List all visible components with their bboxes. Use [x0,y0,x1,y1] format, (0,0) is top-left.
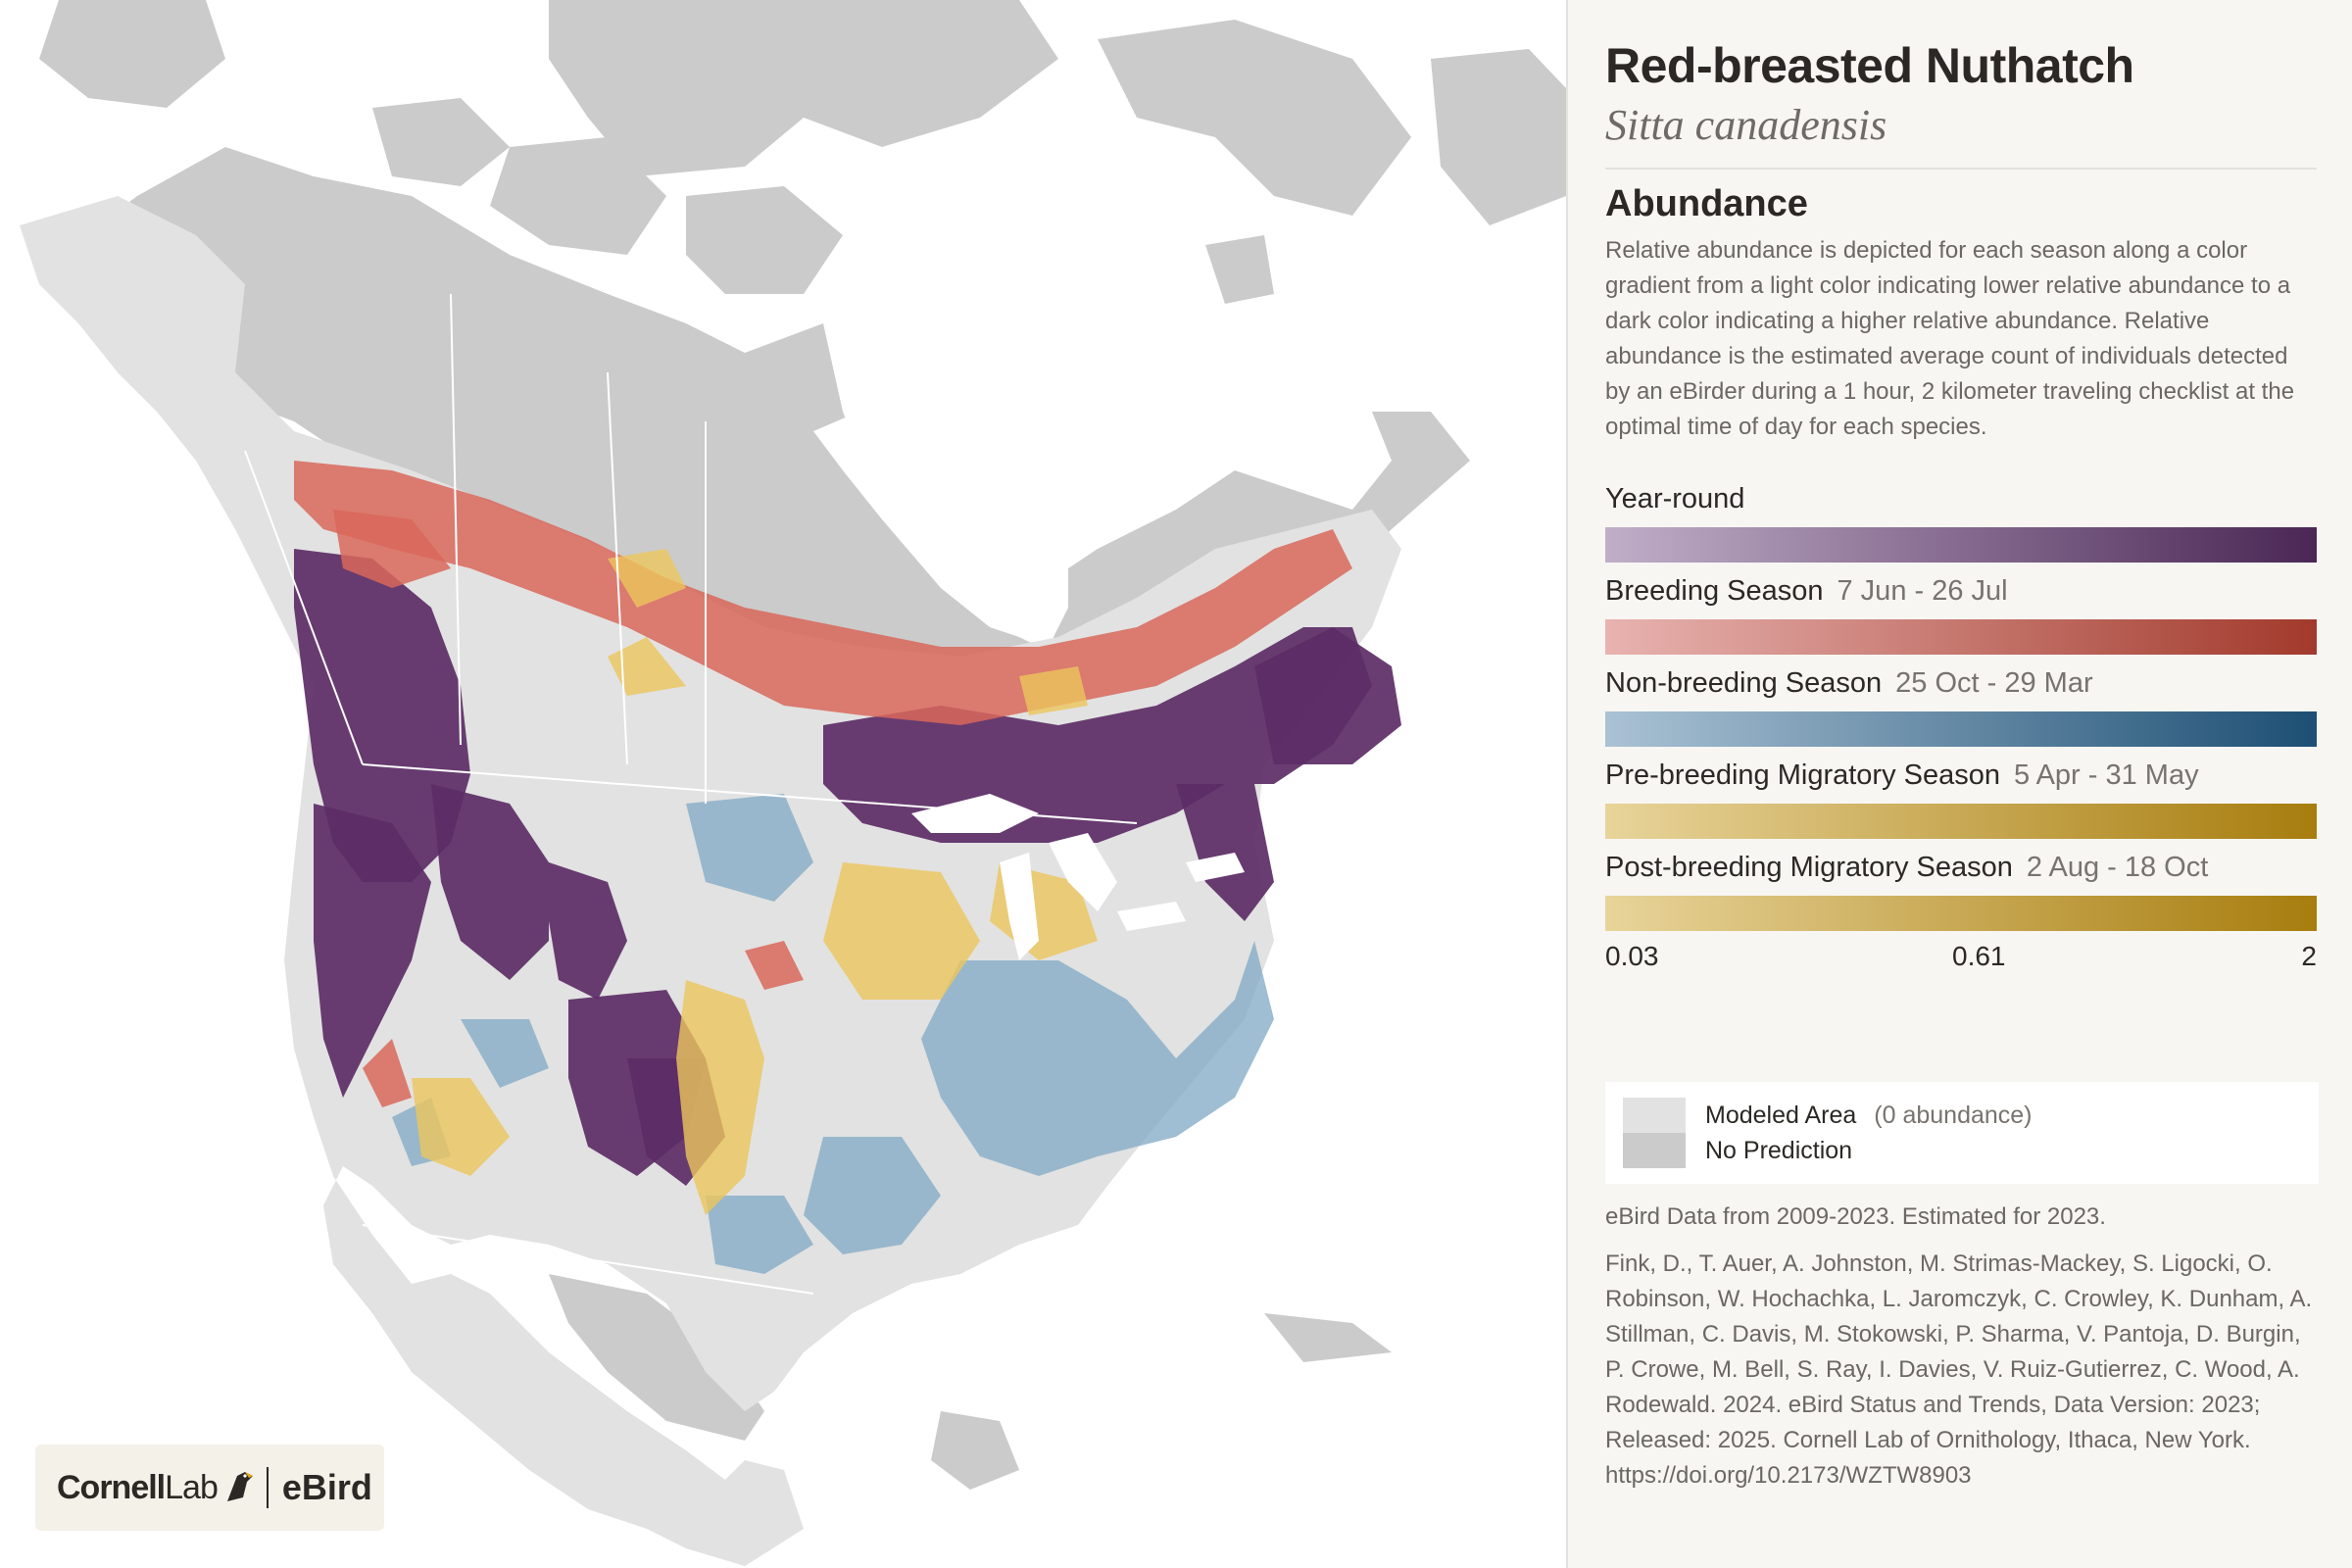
season-1: Breeding Season 7 Jun - 26 Jul [1605,574,2317,655]
logo-separator [266,1467,269,1508]
scale-max: 2 [2301,941,2317,971]
citation: Fink, D., T. Auer, A. Johnston, M. Strim… [1605,1247,2319,1494]
no-prediction-swatch [1623,1133,1686,1168]
season-label: Year-round [1605,483,1745,514]
area-legend: Modeled Area (0 abundance) No Prediction [1605,1082,2319,1184]
season-color-ramp [1605,527,2317,563]
nonbreeding-range [392,794,1274,1274]
season-label: Breeding Season [1605,575,1824,607]
modeled-area-swatch [1623,1098,1686,1133]
season-dates: 2 Aug - 18 Oct [2026,852,2209,883]
season-color-ramp [1605,711,2317,747]
logo-lab-text: Lab [165,1468,219,1506]
abundance-heading: Abundance [1605,183,1808,224]
cornell-lab-wordmark: CornellLab [57,1468,219,1507]
hudson-bay [813,402,1068,647]
season-label-row: Non-breeding Season 25 Oct - 29 Mar [1605,666,2317,700]
political-boundaries [244,293,1138,1295]
map-canvas [20,0,1566,1566]
species-common-name: Red-breasted Nuthatch [1605,38,2134,93]
breeding-range [294,461,1352,1107]
season-dates: 7 Jun - 26 Jul [1837,575,2008,607]
no-prediction-label: No Prediction [1705,1136,1853,1164]
season-label-row: Breeding Season 7 Jun - 26 Jul [1605,574,2317,608]
season-label: Non-breeding Season [1605,667,1883,699]
logo-cornell-text: Cornell [57,1468,166,1506]
abundance-description: Relative abundance is depicted for each … [1605,237,2295,440]
season-3: Pre-breeding Migratory Season 5 Apr - 31 … [1605,759,2317,839]
data-note: eBird Data from 2009-2023. Estimated for… [1605,1203,2106,1230]
bird-logo-icon [226,1472,253,1501]
citation-text: Fink, D., T. Auer, A. Johnston, M. Strim… [1605,1250,2313,1453]
citation-doi[interactable]: https://doi.org/10.2173/WZTW8903 [1605,1462,1972,1489]
species-scientific-name: Sitta canadensis [1605,100,2317,170]
legend-panel: Red-breasted Nuthatch Sitta canadensis A… [1566,0,2352,1568]
season-label-row: Year-round [1605,482,2317,515]
abundance-scale: 0.03 0.61 2 [1605,941,2317,974]
scale-mid: 0.61 [1952,941,2006,971]
season-color-ramp [1605,804,2317,839]
no-prediction-areas [39,0,1566,1490]
season-dates: 25 Oct - 29 Mar [1895,667,2093,699]
range-map[interactable] [0,0,1566,1568]
season-4: Post-breeding Migratory Season 2 Aug - 18… [1605,851,2317,931]
season-2: Non-breeding Season 25 Oct - 29 Mar [1605,666,2317,747]
season-label-row: Post-breeding Migratory Season 2 Aug - 18… [1605,851,2317,884]
cornell-ebird-logo[interactable]: CornellLab eBird [35,1445,384,1531]
legend-modeled-area: Modeled Area (0 abundance) [1623,1098,2301,1133]
legend-no-prediction: No Prediction [1623,1133,2301,1168]
season-legend: Year-round Breeding Season 7 Jun - 26 Jul N… [1605,482,2317,931]
modeled-area-note: (0 abundance) [1874,1101,2033,1129]
season-color-ramp [1605,619,2317,655]
year-round-range [294,549,1401,1186]
season-label-row: Pre-breeding Migratory Season 5 Apr - 31 … [1605,759,2317,792]
ebird-wordmark: eBird [281,1467,372,1507]
season-label: Post-breeding Migratory Season [1605,852,2013,883]
season-label: Pre-breeding Migratory Season [1605,760,2000,791]
great-lakes [911,794,1245,960]
scale-min: 0.03 [1605,941,1659,971]
season-color-ramp [1605,896,2317,931]
season-dates: 5 Apr - 31 May [2013,760,2199,791]
modeled-area-label: Modeled Area [1705,1101,1857,1129]
season-0: Year-round [1605,482,2317,563]
